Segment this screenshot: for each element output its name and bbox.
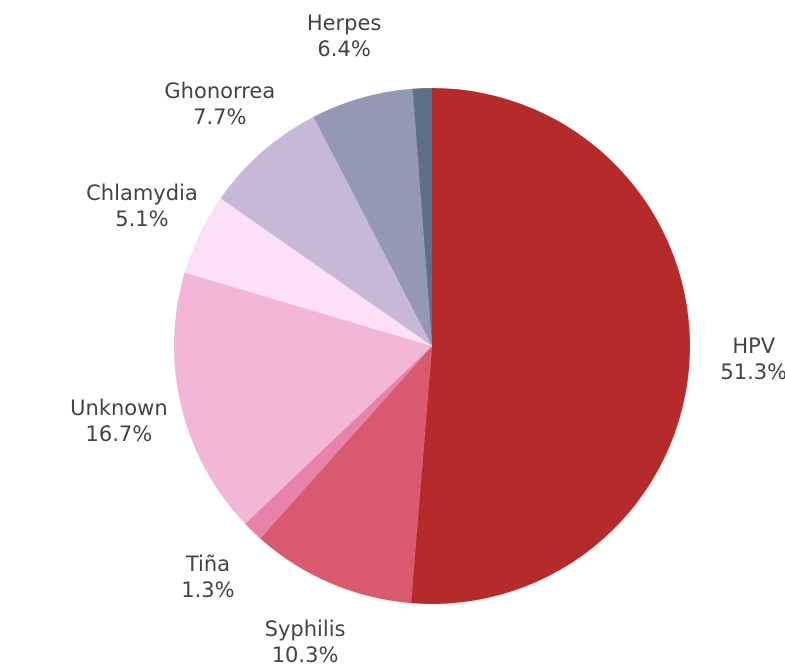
slice-label: Ghonorrea [164,79,275,103]
pie-slice [410,88,690,604]
slice-value-label: 51.3% [720,360,785,384]
slice-value-label: 1.3% [181,578,234,602]
slice-label: Syphilis [265,617,346,641]
slice-label: HPV [732,334,775,358]
slice-label: Tiña [185,552,230,576]
pie-slice [412,88,432,346]
slice-label: Unknown [70,396,167,420]
pie-slice [184,198,432,346]
slice-value-label: 7.7% [193,105,246,129]
slice-value-label: 5.1% [115,207,168,231]
pie-slice [260,346,432,604]
pie-slice [245,346,432,539]
slice-label: Chlamydia [86,181,198,205]
slice-value-label: 6.4% [317,37,370,61]
slice-value-label: 16.7% [86,422,153,446]
slice-value-label: 10.3% [272,643,339,666]
pie-slice [174,272,433,524]
slice-label: Herpes [307,11,382,35]
pie-slice [220,116,432,346]
pie-slice [313,88,432,346]
